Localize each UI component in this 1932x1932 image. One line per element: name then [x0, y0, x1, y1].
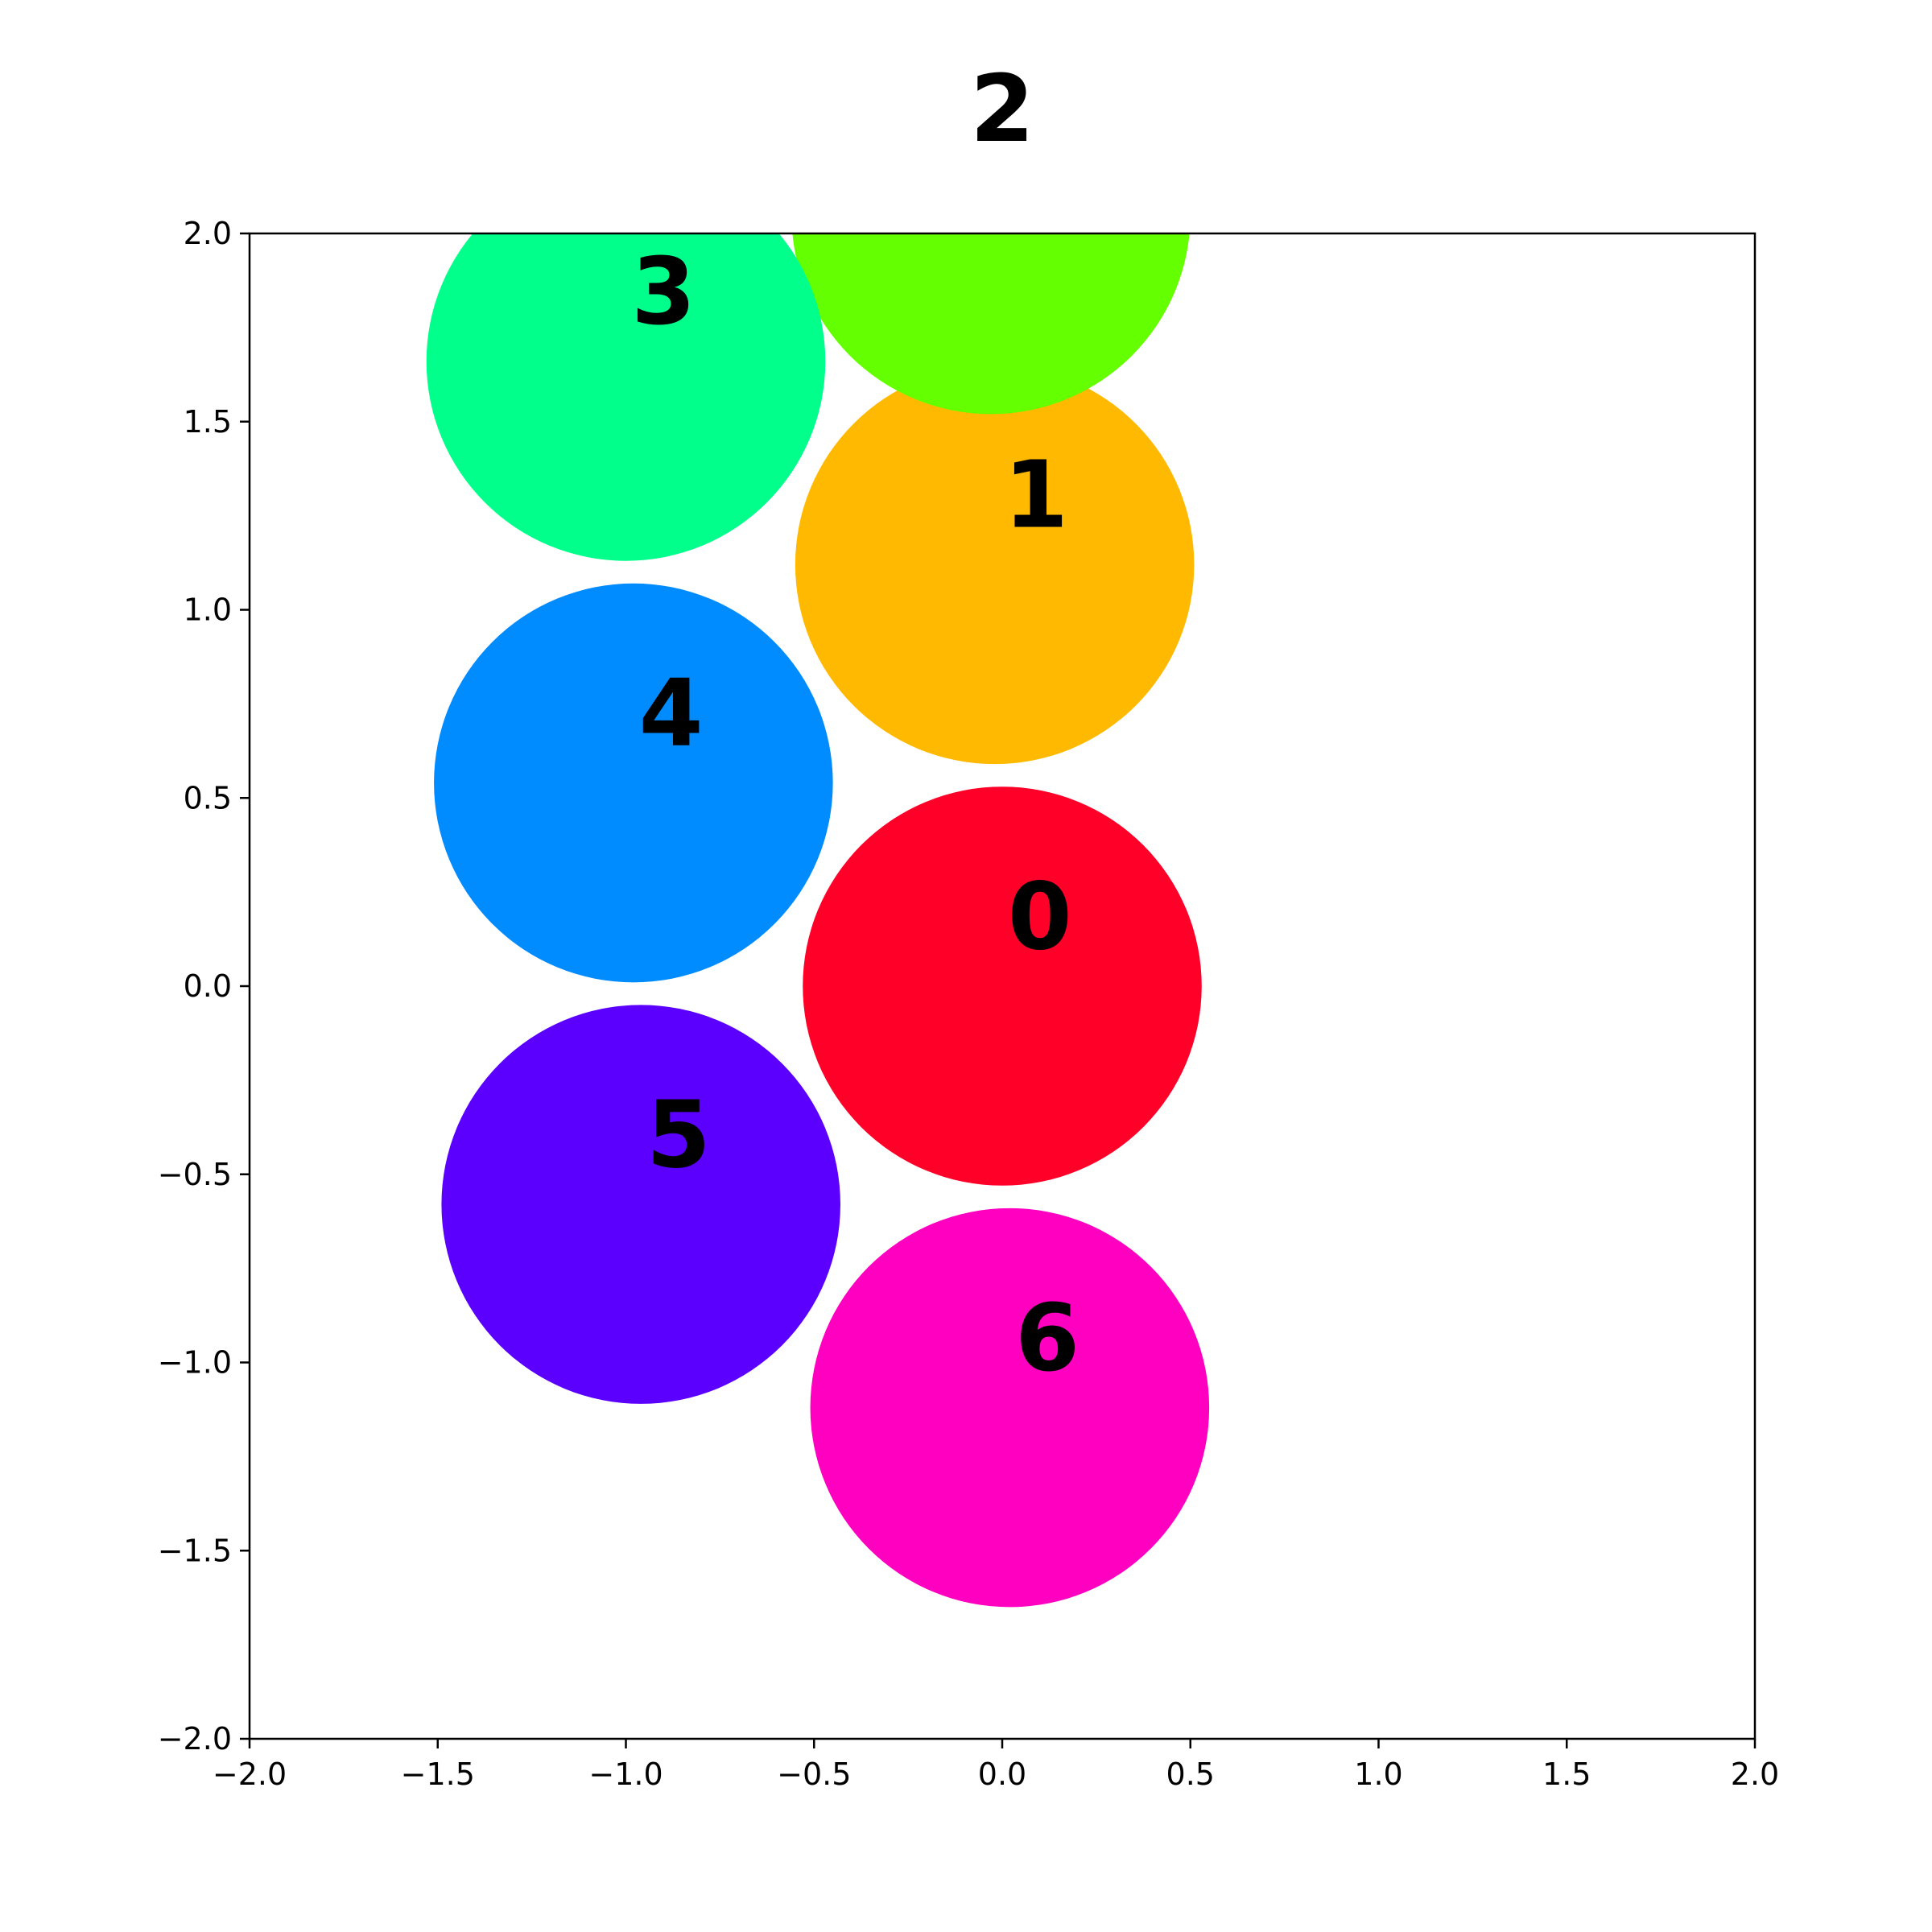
circle-label-1: 1: [1004, 442, 1068, 550]
y-tick-label: −0.5: [158, 1157, 232, 1192]
circle-6: [810, 1208, 1210, 1608]
circle-1: [795, 365, 1195, 765]
circle-label-0: 0: [1008, 863, 1072, 971]
chart-title: 2: [970, 56, 1034, 163]
y-tick-label: −1.5: [158, 1533, 232, 1568]
y-tick-label: 0.0: [184, 968, 232, 1004]
x-tick-label: −1.0: [588, 1757, 663, 1792]
circle-0: [803, 786, 1202, 1186]
x-tick-label: 1.5: [1542, 1757, 1591, 1792]
x-tick-label: 0.5: [1166, 1757, 1215, 1792]
circle-label-3: 3: [631, 238, 696, 346]
x-tick-label: 0.0: [978, 1757, 1026, 1792]
circle-4: [434, 583, 833, 983]
x-tick-label: −0.5: [777, 1757, 851, 1792]
circle-5: [441, 1005, 840, 1404]
circle-label-4: 4: [639, 660, 704, 768]
y-tick-label: 1.5: [184, 404, 232, 440]
circle-2: [792, 233, 1190, 415]
y-tick-label: 1.0: [184, 592, 232, 628]
y-tick-label: −1.0: [158, 1345, 232, 1381]
x-tick-label: −1.5: [401, 1757, 475, 1792]
circle-label-5: 5: [646, 1081, 711, 1189]
circle-3: [426, 233, 826, 561]
y-axis: −2.0 −1.5 −1.0 −0.5 0.0 0.5 1.0 1.5 2.0: [158, 216, 250, 1757]
circle-label-6: 6: [1015, 1285, 1080, 1393]
y-tick-label: 2.0: [184, 216, 232, 251]
y-tick-label: −2.0: [158, 1721, 232, 1757]
x-tick-label: 1.0: [1354, 1757, 1402, 1792]
x-tick-label: −2.0: [213, 1757, 287, 1792]
y-tick-label: 0.5: [184, 780, 232, 815]
x-axis: −2.0 −1.5 −1.0 −0.5 0.0 0.5 1.0 1.5 2.0: [213, 1739, 1779, 1792]
x-tick-label: 2.0: [1731, 1757, 1779, 1792]
